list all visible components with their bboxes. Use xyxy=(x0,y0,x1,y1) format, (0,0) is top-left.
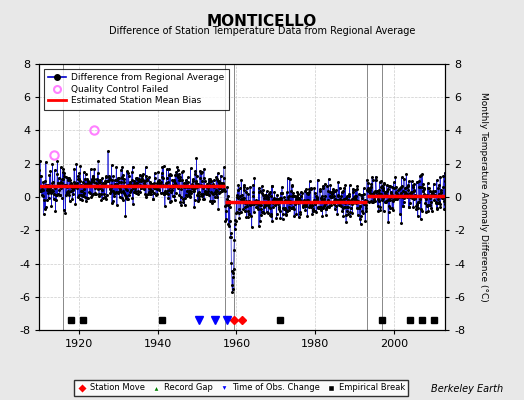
Text: MONTICELLO: MONTICELLO xyxy=(207,14,317,29)
Text: Difference of Station Temperature Data from Regional Average: Difference of Station Temperature Data f… xyxy=(109,26,415,36)
Text: Berkeley Earth: Berkeley Earth xyxy=(431,384,503,394)
Legend: Difference from Regional Average, Quality Control Failed, Estimated Station Mean: Difference from Regional Average, Qualit… xyxy=(44,68,228,110)
Y-axis label: Monthly Temperature Anomaly Difference (°C): Monthly Temperature Anomaly Difference (… xyxy=(479,92,488,302)
Legend: Station Move, Record Gap, Time of Obs. Change, Empirical Break: Station Move, Record Gap, Time of Obs. C… xyxy=(74,380,408,396)
